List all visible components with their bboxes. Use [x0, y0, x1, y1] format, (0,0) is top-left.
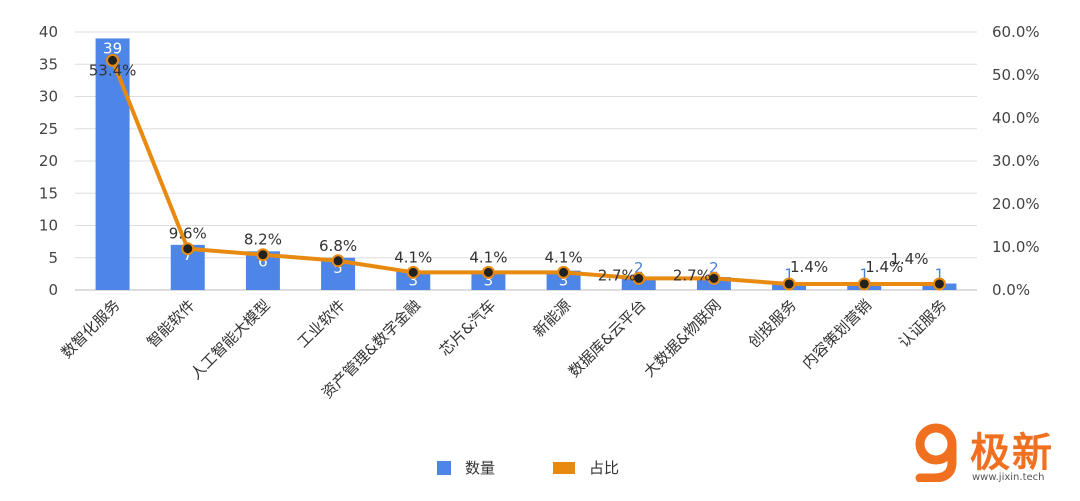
legend-item-line[interactable]: 占比	[553, 457, 619, 478]
bar-value-label: 1	[784, 266, 794, 284]
line-point	[106, 53, 120, 67]
line-point	[481, 265, 495, 279]
left-tick-label: 0	[48, 281, 58, 299]
legend-swatch-bar	[437, 460, 451, 475]
line-value-label: 1.4%	[890, 250, 928, 268]
line-point	[632, 271, 646, 285]
legend: 数量 占比	[0, 457, 1080, 481]
left-tick-label: 25	[39, 120, 58, 138]
line-value-label: 4.1%	[469, 248, 507, 266]
bar-value-label: 6	[258, 252, 268, 270]
legend-label-line: 占比	[589, 459, 620, 477]
line-value-label: 2.7%	[598, 266, 636, 284]
left-axis-ticks: 0 5 10 15 20 25 30 35 40	[39, 23, 58, 299]
category-label: 创投服务	[745, 296, 800, 351]
line-series: 53.4% 9.6% 8.2% 6.8% 4.1% 4.1% 4.1% 2.7% 2.7% 1.4…	[89, 53, 946, 291]
left-tick-label: 20	[39, 152, 58, 170]
brand-mark-icon	[915, 423, 957, 482]
left-tick-label: 15	[39, 184, 58, 202]
legend-swatch-line	[553, 461, 575, 474]
left-tick-label: 10	[39, 217, 58, 235]
bar-value-label: 3	[559, 272, 569, 290]
line-point	[857, 277, 871, 291]
bar	[396, 270, 431, 290]
left-tick-label: 35	[39, 55, 58, 73]
bar-value-label: 5	[333, 259, 343, 277]
line-point	[557, 265, 571, 279]
line-value-label: 2.7%	[673, 266, 711, 284]
brand-url: www.jixin.tech	[972, 472, 1045, 483]
line-point	[782, 277, 796, 291]
bar-value-label: 1	[935, 266, 945, 284]
category-label: 新能源	[530, 296, 575, 341]
line-point	[331, 254, 345, 268]
watermark-logo: 极新 www.jixin.tech	[912, 420, 1072, 490]
category-label: 内容策划营销	[799, 296, 875, 372]
bar-value-label: 2	[634, 259, 644, 277]
line-value-label: 6.8%	[319, 237, 357, 255]
bar-value-label: 2	[709, 259, 719, 277]
line-point	[256, 248, 270, 262]
right-tick-label: 60.0%	[992, 23, 1040, 41]
left-tick-label: 5	[48, 249, 58, 267]
category-label: 大数据&物联网	[640, 296, 725, 381]
brand-name: 极新	[970, 430, 1054, 476]
line-value-label: 53.4%	[89, 61, 137, 79]
bar-series	[95, 38, 957, 291]
right-tick-label: 40.0%	[992, 109, 1040, 127]
line-value-label: 4.1%	[545, 248, 583, 266]
line-point	[932, 277, 946, 291]
left-tick-label: 30	[39, 88, 58, 106]
bar	[546, 270, 581, 290]
bar	[95, 38, 130, 291]
line-value-label: 9.6%	[169, 225, 207, 243]
category-label: 人工智能大模型	[187, 296, 274, 383]
right-tick-label: 10.0%	[992, 238, 1040, 256]
category-label: 智能软件	[143, 296, 198, 351]
right-tick-label: 20.0%	[992, 195, 1040, 213]
right-tick-label: 0.0%	[992, 281, 1030, 299]
line-value-label: 4.1%	[394, 248, 432, 266]
line-point	[406, 265, 420, 279]
legend-label-bar: 数量	[465, 459, 496, 477]
category-label: 认证服务	[895, 296, 950, 351]
category-label: 芯片&汽车	[436, 296, 499, 359]
bar-value-label: 3	[484, 272, 494, 290]
category-label: 工业软件	[294, 296, 349, 351]
right-axis-ticks: 0.0% 10.0% 20.0% 30.0% 40.0% 50.0% 60.0%	[992, 23, 1040, 299]
bar	[471, 270, 506, 290]
line-value-label: 1.4%	[865, 258, 903, 276]
legend-item-bar[interactable]: 数量	[437, 457, 495, 478]
right-tick-label: 30.0%	[992, 152, 1040, 170]
left-tick-label: 40	[39, 23, 58, 41]
grid-lines	[75, 31, 977, 291]
line-point	[707, 271, 721, 285]
bar-value-label: 39	[103, 39, 122, 57]
right-tick-label: 50.0%	[992, 66, 1040, 84]
category-label: 数智化服务	[58, 296, 124, 362]
bar-value-label: 1	[859, 266, 869, 284]
bar-value-label: 3	[408, 272, 418, 290]
category-label: 数据库&云平台	[565, 296, 650, 381]
line-point	[181, 242, 195, 256]
line-path	[110, 59, 940, 286]
line-value-label: 1.4%	[790, 258, 828, 276]
line-value-label: 8.2%	[244, 231, 282, 249]
